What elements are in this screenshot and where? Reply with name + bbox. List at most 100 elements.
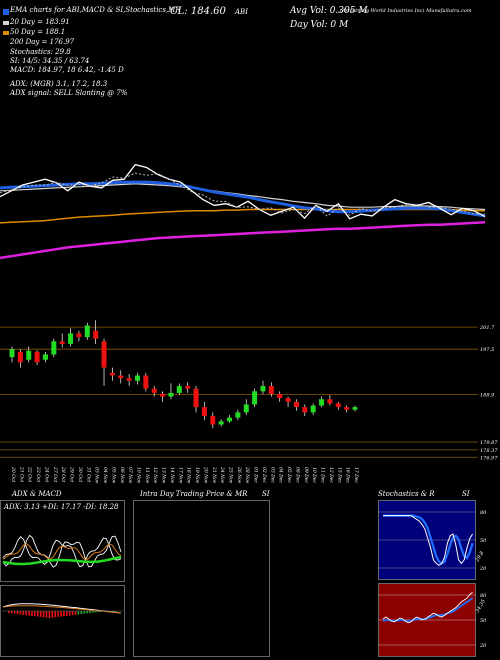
si-tick-label: 80: [480, 593, 487, 599]
date-axis: 20 Oct 21 Oct 22 Oct 23 Oct 24 Oct 27 Oct 28 O…: [10, 466, 359, 484]
plus-di-line: [2, 534, 122, 568]
date-tick-label: 31 Oct: [85, 467, 91, 482]
ema200-line: [0, 208, 485, 224]
macd-histogram-bar: [54, 611, 56, 618]
long-ema-line: [0, 221, 486, 260]
date-tick-label: 18 Nov: [186, 467, 192, 484]
candle-body: [68, 333, 74, 344]
macd-histogram-bar: [89, 611, 91, 614]
date-tick-label: 09 Dec: [303, 467, 309, 483]
price-line: [0, 163, 486, 220]
price-tick-label: 179.87: [480, 440, 498, 446]
si-panel: 80 50 20 34.35: [378, 583, 487, 657]
date-tick-label: 13 Nov: [161, 467, 167, 484]
macd-histogram-bar: [77, 611, 80, 615]
stochastics-label: Stochastics: 29.8: [10, 48, 71, 56]
company-name: (Armstrong World Industries Inc) MunafaS…: [340, 8, 472, 14]
date-tick-label: 20 Nov: [202, 466, 208, 484]
date-tick-label: 22 Oct: [27, 466, 33, 482]
date-tick-label: 15 Dec: [336, 467, 342, 483]
adx-signal-label: ADX signal: SELL Slanting @ 7%: [10, 89, 128, 97]
avg-volume: Avg Vol: 0.305 M: [290, 6, 368, 16]
stochastics-tick-label: 20: [479, 566, 487, 572]
candle-body: [134, 375, 140, 381]
macd-histogram-bar: [13, 611, 16, 614]
candle-body: [101, 341, 107, 368]
candle-body: [285, 398, 291, 402]
si-tick-label: 20: [479, 643, 487, 649]
macd-histogram-bar: [22, 611, 25, 615]
close-price: CL: 184.60: [170, 6, 226, 17]
si-tick-label: 50: [480, 618, 487, 624]
candle-body: [9, 349, 15, 358]
stochastics-si-label: SI: [462, 490, 470, 498]
macd-histogram-bar: [74, 611, 77, 615]
ema20-line: [0, 180, 486, 218]
adx-line: [2, 543, 122, 561]
candle-body: [17, 351, 23, 363]
date-tick-label: 21 Oct: [18, 466, 24, 482]
adx-values: ADX: 3.13 +DI: 17.17 -DI: 18.28: [4, 503, 119, 511]
macd-histogram-bar: [31, 611, 33, 616]
stochastics-tick-label: 50: [480, 538, 487, 544]
candle-body: [293, 401, 299, 408]
date-tick-label: 29 Oct: [69, 466, 75, 482]
macd-histogram-bar: [51, 611, 54, 618]
si-side-value: 34.35: [475, 599, 487, 614]
date-tick-label: 05 Nov: [110, 467, 116, 484]
macd-label: MACD: 184.97, 18 6.42, -1.45 D: [10, 66, 124, 74]
date-tick-label: 19 Nov: [194, 467, 200, 484]
candle-body: [218, 421, 224, 425]
candle-body: [118, 375, 124, 379]
date-tick-label: 20 Oct: [10, 466, 16, 482]
candle-body: [235, 412, 241, 418]
macd-histogram-bar: [68, 611, 71, 616]
date-tick-label: 03 Nov: [94, 467, 100, 484]
adx-signal-line: [2, 555, 122, 566]
date-tick-label: 12 Dec: [328, 467, 334, 483]
date-tick-label: 25 Nov: [228, 466, 234, 484]
candle-body: [352, 407, 358, 410]
date-tick-label: 01 Dec: [253, 467, 259, 483]
day-volume: Day Vol: 0 M: [290, 20, 349, 30]
chart-title: EMA charts for ABI,MACD & SI,Stochastics…: [10, 6, 181, 14]
date-tick-label: 02 Dec: [261, 467, 267, 483]
date-tick-label: 06 Nov: [119, 467, 125, 484]
price-tick-label: 176.97: [480, 455, 498, 461]
date-tick-label: 04 Dec: [278, 467, 284, 483]
stochastics-side-value: 29.8: [474, 550, 485, 564]
si-signal-line: [382, 597, 474, 622]
macd-histogram-bar: [92, 611, 94, 613]
candle-body: [84, 325, 90, 338]
candle-body: [176, 386, 182, 393]
date-tick-label: 30 Oct: [77, 467, 83, 482]
date-tick-label: 05 Dec: [286, 467, 292, 483]
date-tick-label: 11 Dec: [320, 467, 326, 483]
ema200-swatch: [3, 31, 9, 35]
candle-body: [227, 417, 233, 422]
macd-histogram-bar: [39, 611, 42, 617]
macd-histogram-bar: [63, 611, 65, 617]
date-tick-label: 24 Nov: [219, 466, 225, 484]
price-tick-label: 197.5: [480, 347, 494, 353]
ema-chart: [0, 163, 486, 260]
date-tick-label: 14 Nov: [169, 467, 175, 484]
macd-histogram-bar: [37, 611, 39, 617]
date-tick-label: 07 Nov: [127, 467, 133, 484]
stochastics-title: Stochastics & R: [378, 490, 435, 498]
date-tick-label: 24 Oct: [43, 466, 49, 482]
macd-histogram-bar: [71, 611, 74, 616]
date-tick-label: 04 Nov: [102, 467, 108, 484]
candle-body: [42, 354, 48, 360]
macd-histogram-bar: [66, 611, 68, 616]
candle-body: [335, 403, 341, 408]
macd-histogram-bar: [80, 611, 83, 615]
stochastics-k-line: [383, 515, 474, 566]
price-tick-label: 188.9: [480, 392, 495, 398]
candle-body: [327, 399, 333, 404]
date-tick-label: 08 Dec: [294, 467, 300, 483]
candle-body: [277, 393, 283, 399]
candle-body: [51, 341, 57, 355]
candle-body: [252, 391, 258, 405]
candle-body: [185, 386, 191, 389]
